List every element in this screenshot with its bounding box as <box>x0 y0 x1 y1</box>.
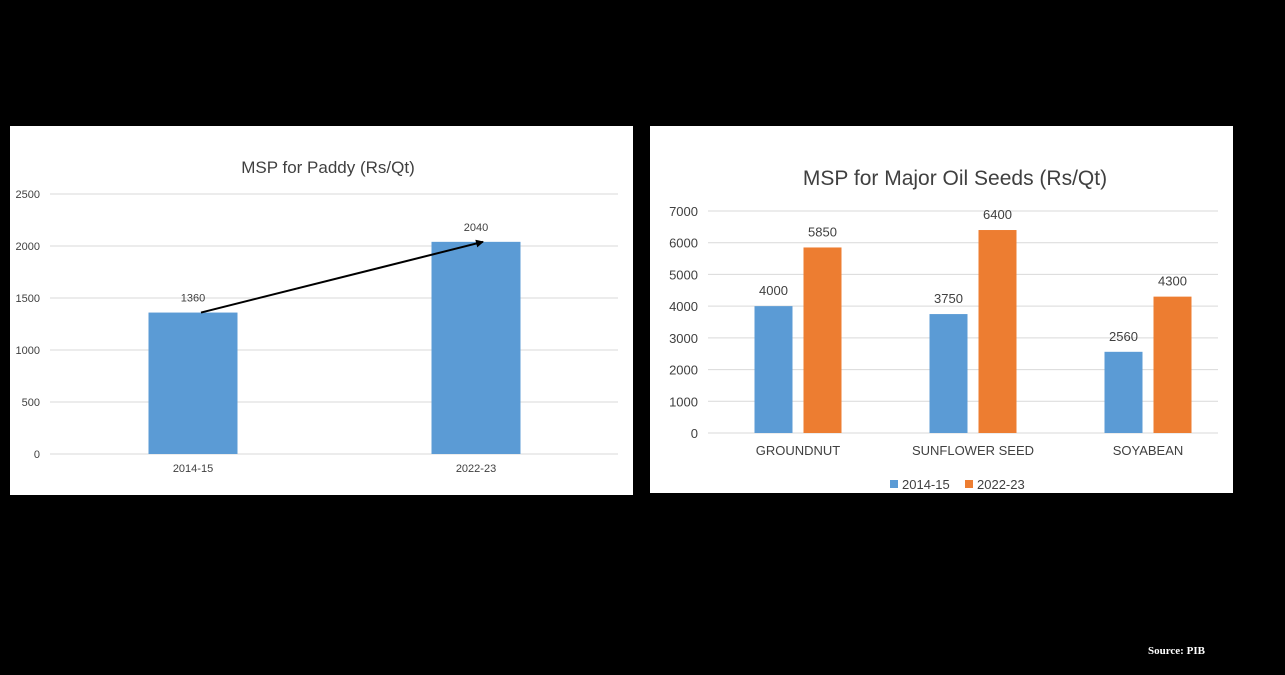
y-tick-label: 4000 <box>669 299 698 314</box>
data-label: 2040 <box>464 222 488 234</box>
data-label: 3750 <box>934 291 963 306</box>
bar <box>1153 296 1192 433</box>
data-label: 2560 <box>1109 329 1138 344</box>
oilseeds-msp-chart-panel: MSP for Major Oil Seeds (Rs/Qt) 0 1000 200… <box>650 126 1233 493</box>
oilseeds-msp-chart: MSP for Major Oil Seeds (Rs/Qt) 0 1000 200… <box>669 167 1218 492</box>
data-label: 1360 <box>181 293 205 305</box>
legend-label: 2014-15 <box>902 477 950 492</box>
paddy-msp-chart: MSP for Paddy (Rs/Qt) 0 500 1000 1500 2000 25… <box>16 158 618 475</box>
y-tick-label: 7000 <box>669 204 698 219</box>
paddy-msp-chart-panel: MSP for Paddy (Rs/Qt) 0 500 1000 1500 2000 25… <box>10 126 633 495</box>
x-tick-label: SOYABEAN <box>1113 443 1184 458</box>
x-tick-label: 2022-23 <box>456 463 496 475</box>
y-tick-label: 5000 <box>669 267 698 282</box>
y-tick-label: 2000 <box>16 241 40 253</box>
bar <box>803 247 842 433</box>
data-label: 5850 <box>808 224 837 239</box>
bar <box>978 230 1017 433</box>
y-tick-label: 500 <box>22 397 40 409</box>
y-tick-label: 0 <box>691 426 698 441</box>
chart-title: MSP for Paddy (Rs/Qt) <box>241 158 415 177</box>
y-tick-label: 3000 <box>669 331 698 346</box>
x-tick-label: GROUNDNUT <box>756 443 841 458</box>
y-tick-label: 1500 <box>16 293 40 305</box>
bar <box>929 314 968 433</box>
legend-swatch <box>965 480 973 488</box>
x-tick-label: 2014-15 <box>173 463 213 475</box>
y-tick-label: 0 <box>34 449 40 461</box>
x-tick-label: SUNFLOWER SEED <box>912 443 1034 458</box>
data-label: 6400 <box>983 207 1012 222</box>
data-label: 4000 <box>759 283 788 298</box>
data-label: 4300 <box>1158 274 1187 289</box>
source-credit: Source: PIB <box>1148 645 1205 657</box>
y-tick-label: 1000 <box>16 345 40 357</box>
trend-arrow <box>200 239 484 314</box>
y-tick-label: 2500 <box>16 189 40 201</box>
legend-label: 2022-23 <box>977 477 1025 492</box>
bar <box>148 312 238 454</box>
bar <box>754 306 793 433</box>
chart-title: MSP for Major Oil Seeds (Rs/Qt) <box>803 167 1107 190</box>
y-tick-label: 2000 <box>669 363 698 378</box>
legend-swatch <box>890 480 898 488</box>
y-tick-label: 6000 <box>669 236 698 251</box>
bar <box>431 241 521 454</box>
bar <box>1104 351 1143 433</box>
y-tick-label: 1000 <box>669 394 698 409</box>
